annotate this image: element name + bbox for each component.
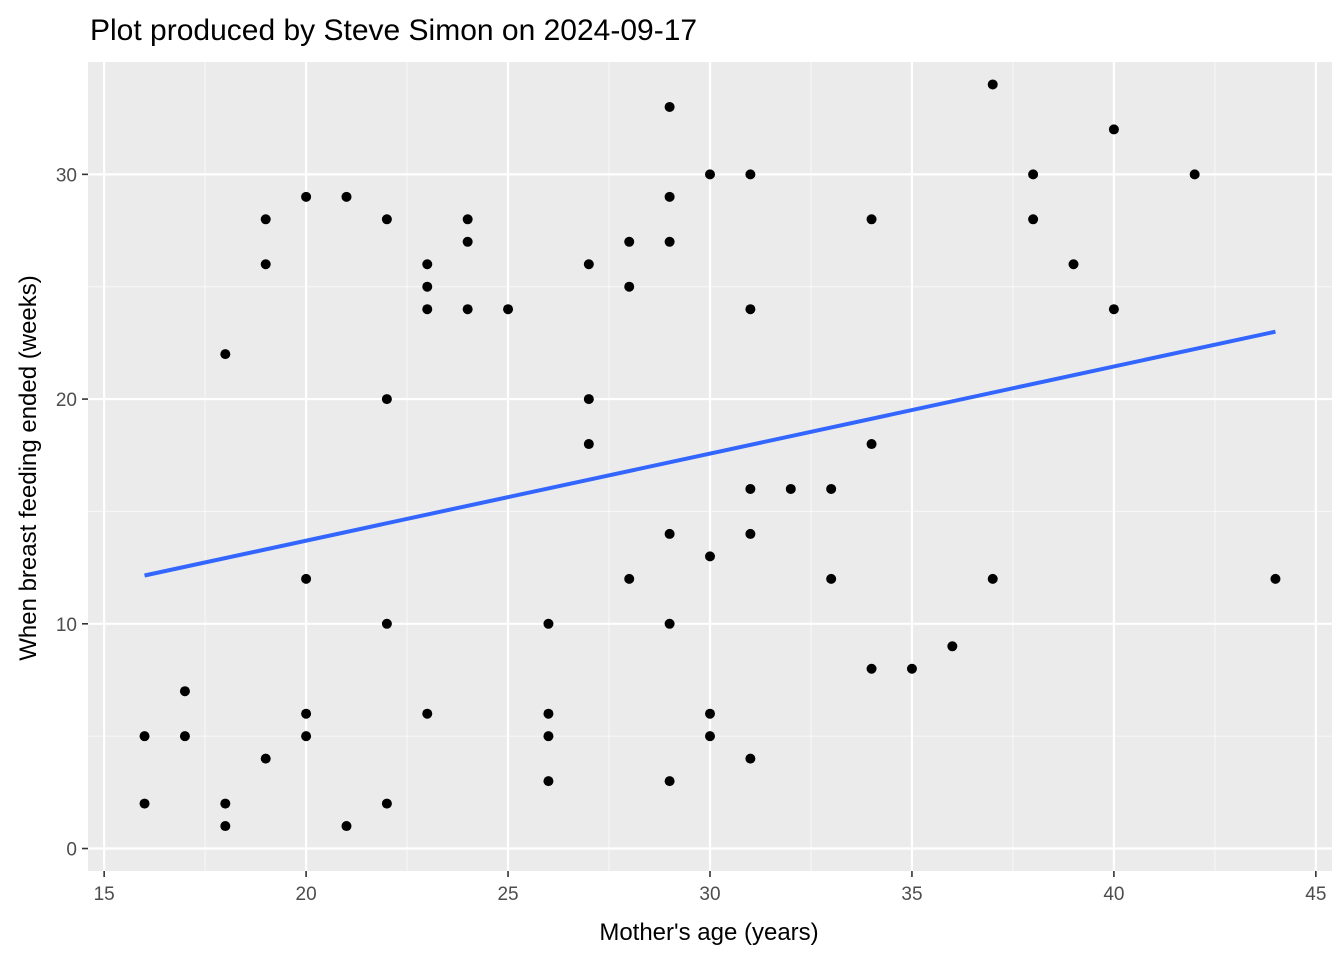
data-point bbox=[462, 236, 473, 247]
data-point bbox=[220, 349, 231, 360]
y-tick-label: 20 bbox=[56, 390, 77, 411]
data-point bbox=[220, 821, 231, 832]
data-point bbox=[1270, 573, 1281, 584]
data-point bbox=[422, 281, 433, 292]
data-point bbox=[381, 798, 392, 809]
data-point bbox=[301, 191, 312, 202]
data-point bbox=[260, 259, 271, 270]
data-point bbox=[381, 618, 392, 629]
x-axis-title: Mother's age (years) bbox=[599, 919, 818, 946]
data-point bbox=[422, 708, 433, 719]
data-point bbox=[664, 618, 675, 629]
x-axis: 15 20 25 30 35 40 45 bbox=[94, 871, 1326, 905]
data-point bbox=[260, 214, 271, 225]
data-point bbox=[381, 394, 392, 405]
data-point bbox=[1028, 214, 1039, 225]
data-point bbox=[745, 528, 756, 539]
data-point bbox=[705, 169, 715, 180]
data-point bbox=[705, 551, 715, 562]
data-point bbox=[664, 528, 675, 539]
data-point bbox=[745, 169, 756, 180]
minor-gridlines bbox=[88, 62, 1332, 871]
data-point bbox=[785, 483, 796, 494]
data-point bbox=[664, 776, 675, 787]
data-point bbox=[1108, 304, 1119, 315]
y-tick-label: 0 bbox=[66, 840, 77, 861]
data-point bbox=[745, 483, 756, 494]
y-axis-title: When breast feeding ended (weeks) bbox=[15, 275, 42, 661]
data-point bbox=[705, 708, 715, 719]
data-point bbox=[583, 439, 594, 450]
data-point bbox=[624, 281, 635, 292]
data-point bbox=[179, 686, 190, 697]
data-point bbox=[1189, 169, 1200, 180]
data-point bbox=[947, 641, 958, 652]
data-point bbox=[341, 821, 352, 832]
data-point bbox=[987, 79, 998, 90]
x-tick-label: 25 bbox=[497, 884, 518, 905]
y-tick-label: 30 bbox=[56, 165, 77, 186]
data-point bbox=[583, 259, 594, 270]
data-point bbox=[179, 731, 190, 742]
data-point bbox=[220, 798, 231, 809]
data-point bbox=[301, 708, 312, 719]
data-point bbox=[866, 214, 877, 225]
data-point bbox=[139, 731, 150, 742]
data-point bbox=[301, 573, 312, 584]
x-tick-label: 40 bbox=[1103, 884, 1124, 905]
data-point bbox=[664, 101, 675, 112]
data-point bbox=[341, 191, 352, 202]
data-point bbox=[301, 731, 312, 742]
data-point bbox=[1028, 169, 1039, 180]
data-point bbox=[260, 753, 271, 764]
data-point bbox=[866, 439, 877, 450]
data-point bbox=[543, 776, 554, 787]
y-tick-label: 10 bbox=[56, 615, 77, 636]
data-point bbox=[664, 191, 675, 202]
data-point bbox=[664, 236, 675, 247]
data-point bbox=[906, 663, 917, 674]
data-point bbox=[422, 304, 433, 315]
data-point bbox=[583, 394, 594, 405]
data-point bbox=[987, 573, 998, 584]
data-point bbox=[462, 304, 473, 315]
data-point bbox=[543, 618, 554, 629]
data-point bbox=[543, 708, 554, 719]
data-point bbox=[1108, 124, 1119, 135]
x-tick-label: 20 bbox=[296, 884, 317, 905]
data-point bbox=[381, 214, 392, 225]
data-point bbox=[745, 753, 756, 764]
data-point bbox=[543, 731, 554, 742]
data-point bbox=[826, 573, 837, 584]
data-point bbox=[745, 304, 756, 315]
data-point bbox=[826, 483, 837, 494]
data-point bbox=[624, 573, 635, 584]
x-tick-label: 35 bbox=[901, 884, 922, 905]
data-point bbox=[422, 259, 433, 270]
x-tick-label: 15 bbox=[94, 884, 115, 905]
y-axis: 0 10 20 30 bbox=[56, 165, 88, 861]
data-point bbox=[705, 731, 715, 742]
data-point bbox=[1068, 259, 1079, 270]
data-point bbox=[139, 798, 150, 809]
trend-line bbox=[144, 329, 1276, 578]
x-tick-label: 45 bbox=[1305, 884, 1326, 905]
chart-title: Plot produced by Steve Simon on 2024-09-… bbox=[90, 14, 697, 47]
data-point bbox=[462, 214, 473, 225]
data-point bbox=[624, 236, 635, 247]
data-point bbox=[866, 663, 877, 674]
x-tick-label: 30 bbox=[699, 884, 720, 905]
data-point bbox=[503, 304, 514, 315]
data-points bbox=[139, 79, 1281, 832]
